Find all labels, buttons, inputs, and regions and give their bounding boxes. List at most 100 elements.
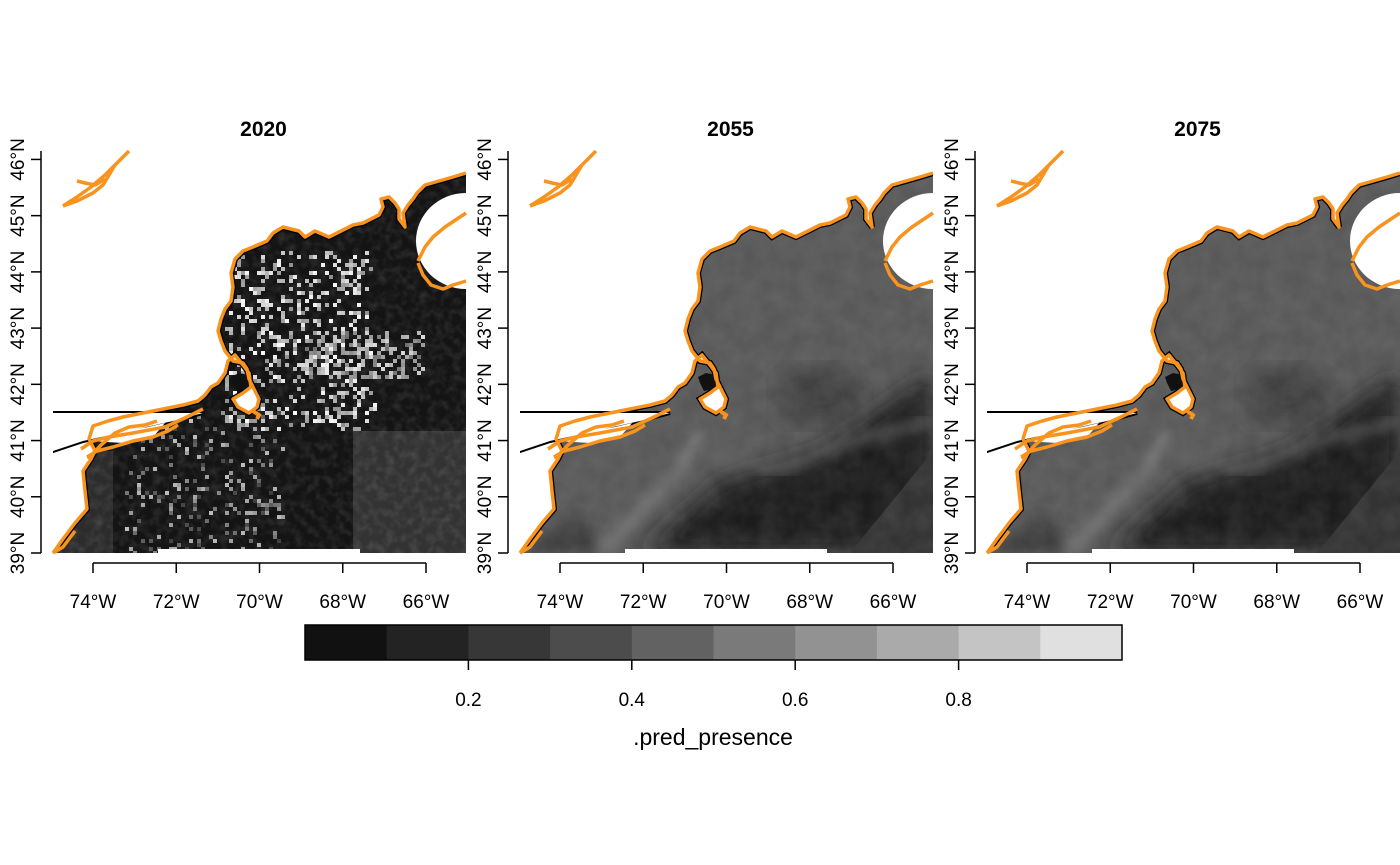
- coastline: [76, 177, 106, 187]
- y-tick-label: 46°N: [8, 138, 29, 180]
- legend-tick-label: 0.4: [619, 690, 646, 711]
- legend-tick-label: 0.2: [455, 690, 481, 711]
- y-tick-label: 40°N: [942, 476, 963, 518]
- legend-bin: [1040, 625, 1123, 660]
- x-tick-label: 66°W: [1337, 592, 1384, 613]
- coastline: [883, 211, 934, 262]
- raster: [987, 151, 1400, 553]
- legend-bin: [631, 625, 714, 660]
- coastline: [985, 171, 1400, 555]
- legend-bin: [468, 625, 551, 660]
- x-tick-label: 74°W: [70, 592, 117, 613]
- legend-bin: [795, 625, 878, 660]
- legend-bin: [713, 625, 796, 660]
- legend-tick-label: 0.6: [782, 690, 808, 711]
- coastline: [416, 262, 467, 291]
- coastline: [996, 164, 1051, 208]
- y-tick-label: 45°N: [475, 194, 496, 236]
- coastline: [518, 171, 934, 555]
- y-tick-label: 39°N: [8, 532, 29, 574]
- panel-title: 2075: [1174, 118, 1221, 141]
- coastline: [883, 262, 934, 291]
- nova-scotia: [1350, 193, 1400, 289]
- y-tick-label: 43°N: [942, 307, 963, 349]
- legend-bin: [876, 625, 960, 660]
- y-tick-label: 43°N: [475, 307, 496, 349]
- map-panel: 2075 74°W 72°W 70°W 68°W 66°W 39°N 40°N 41°N 42°N…: [942, 118, 1400, 613]
- x-tick-label: 68°W: [319, 592, 366, 613]
- coastline: [62, 164, 117, 208]
- y-tick-label: 46°N: [942, 138, 963, 180]
- legend-frame: [304, 624, 1123, 661]
- coastline: [1185, 409, 1196, 420]
- coastline: [416, 211, 467, 262]
- x-tick-label: 66°W: [870, 592, 917, 613]
- x-tick-label: 66°W: [403, 592, 450, 613]
- legend-tick-label: 0.8: [945, 690, 971, 711]
- y-tick-label: 46°N: [475, 138, 496, 180]
- nova-scotia: [416, 193, 466, 289]
- x-tick-label: 72°W: [1087, 592, 1134, 613]
- y-tick-label: 40°N: [475, 476, 496, 518]
- y-tick-label: 44°N: [942, 251, 963, 293]
- coastline: [553, 419, 625, 461]
- coastline: [62, 149, 131, 208]
- coastline: [529, 164, 584, 208]
- coastline: [52, 529, 77, 555]
- y-tick-label: 41°N: [942, 419, 963, 461]
- x-tick-label: 74°W: [537, 592, 584, 613]
- y-tick-label: 39°N: [942, 532, 963, 574]
- raster: [53, 151, 466, 553]
- x-tick-label: 68°W: [1253, 592, 1300, 613]
- x-tick-label: 70°W: [1170, 592, 1217, 613]
- y-tick-label: 42°N: [8, 363, 29, 405]
- y-tick-label: 43°N: [8, 307, 29, 349]
- y-tick-label: 41°N: [8, 419, 29, 461]
- legend-bin: [550, 625, 633, 660]
- y-tick-label: 42°N: [942, 363, 963, 405]
- legend-bin: [305, 625, 388, 660]
- legend-bin: [386, 625, 469, 660]
- x-tick-label: 72°W: [620, 592, 667, 613]
- nova-scotia: [883, 193, 933, 289]
- coastline: [1014, 407, 1138, 451]
- y-tick-label: 45°N: [8, 194, 29, 236]
- coastline: [718, 409, 729, 420]
- coastline: [543, 177, 573, 187]
- legend-title: .pred_presence: [633, 724, 793, 750]
- coastline: [251, 409, 262, 420]
- coastline: [1350, 211, 1400, 262]
- map-panel: 2055 74°W 72°W 70°W 68°W 66°W 39°N 40°N 41°N 42°N…: [475, 118, 934, 613]
- legend: 0.2 0.4 0.6 0.8 .pred_presence: [304, 624, 1123, 750]
- map-panel: 2020 74°W 72°W 70°W 68°W 66°W 39°N 40°N 41°N 42°N…: [8, 118, 467, 613]
- panel-title: 2055: [707, 118, 754, 141]
- coastline: [1020, 419, 1092, 461]
- legend-bin: [958, 625, 1041, 660]
- y-tick-label: 41°N: [475, 419, 496, 461]
- x-tick-label: 74°W: [1004, 592, 1051, 613]
- coastline: [519, 529, 544, 555]
- y-tick-label: 44°N: [8, 251, 29, 293]
- coastline: [86, 419, 158, 461]
- coastline: [1350, 262, 1400, 291]
- x-tick-label: 68°W: [786, 592, 833, 613]
- coastline: [51, 171, 467, 555]
- y-tick-label: 42°N: [475, 363, 496, 405]
- x-tick-label: 70°W: [236, 592, 283, 613]
- y-tick-label: 39°N: [475, 532, 496, 574]
- coastline: [1010, 177, 1040, 187]
- x-tick-label: 70°W: [703, 592, 750, 613]
- y-tick-label: 45°N: [942, 194, 963, 236]
- y-tick-label: 40°N: [8, 476, 29, 518]
- coastline: [80, 407, 204, 451]
- map-panels: 2020 74°W 72°W 70°W 68°W 66°W 39°N 40°N 41°N 42°N…: [8, 118, 1400, 613]
- panel-title: 2020: [240, 118, 287, 141]
- coastline: [986, 529, 1011, 555]
- raster: [520, 151, 933, 553]
- y-tick-label: 44°N: [475, 251, 496, 293]
- coastline: [996, 149, 1065, 208]
- x-tick-label: 72°W: [153, 592, 200, 613]
- coastline: [547, 407, 671, 451]
- coastline: [529, 149, 598, 208]
